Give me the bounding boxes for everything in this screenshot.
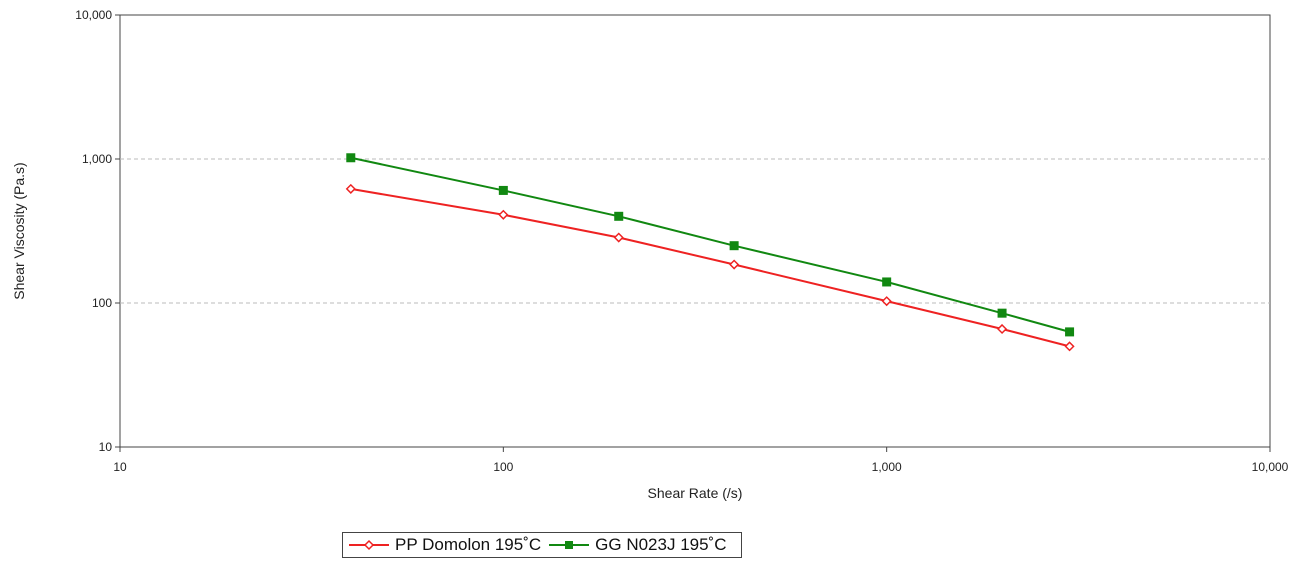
legend-label-gg-n023j: GG N023J 195˚C: [595, 535, 727, 554]
shear-viscosity-chart: 10 100 1,000 10,000 10 100 1,000 10,000 Shear …: [11, 8, 1289, 501]
legend: PP Domolon 195˚C GG N023J 195˚C: [342, 532, 742, 558]
x-tick-label: 10: [113, 460, 127, 474]
data-point-series-0: [729, 259, 740, 270]
x-tick-label: 100: [493, 460, 513, 474]
y-tick-label: 1,000: [82, 152, 112, 166]
data-point-series-1: [882, 277, 892, 287]
data-point-series-0: [613, 232, 624, 243]
y-tick-label: 100: [92, 296, 112, 310]
data-point-series-0: [1064, 341, 1075, 352]
legend-item-gg-n023j: GG N023J 195˚C: [547, 535, 727, 555]
data-point-series-0: [997, 323, 1008, 335]
y-axis-ticks: 10 100 1,000 10,000: [75, 8, 120, 454]
x-axis-title: Shear Rate (/s): [648, 485, 743, 501]
y-tick-label: 10: [99, 440, 113, 454]
data-point-series-1: [729, 241, 739, 251]
x-tick-label: 10,000: [1252, 460, 1289, 474]
x-tick-label: 1,000: [872, 460, 902, 474]
legend-swatch-pp-domolon: [349, 539, 389, 551]
data-point-series-1: [346, 153, 356, 163]
series-layer: [345, 153, 1075, 352]
data-point-series-0: [345, 183, 356, 194]
x-axis-ticks: 10 100 1,000 10,000: [113, 447, 1289, 474]
y-tick-label: 10,000: [75, 8, 112, 22]
data-point-series-0: [498, 209, 509, 220]
data-point-series-1: [1065, 327, 1075, 337]
legend-label-pp-domolon: PP Domolon 195˚C: [395, 535, 542, 554]
plot-area: [119, 14, 1271, 448]
data-point-series-1: [498, 185, 508, 195]
grid-lines: [120, 158, 1270, 304]
data-point-series-1: [614, 211, 624, 221]
legend-item-pp-domolon: PP Domolon 195˚C: [347, 535, 541, 555]
legend-swatch-gg-n023j: [549, 541, 590, 549]
data-point-series-0: [881, 296, 892, 307]
data-point-series-1: [997, 308, 1007, 318]
y-axis-title: Shear Viscosity (Pa.s): [11, 162, 27, 299]
